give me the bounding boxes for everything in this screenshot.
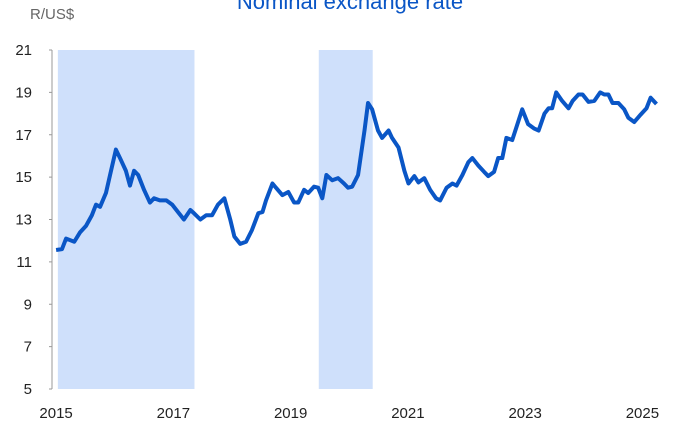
x-tick-label: 2023 <box>508 405 541 422</box>
y-tick-label: 11 <box>16 254 32 271</box>
x-tick-label: 2017 <box>157 405 190 422</box>
y-tick-label: 13 <box>15 212 32 229</box>
y-tick-label: 17 <box>15 127 32 144</box>
chart-title: Nominal exchange rate <box>237 0 463 14</box>
x-tick-label: 2021 <box>391 405 424 422</box>
y-tick-label: 19 <box>15 84 32 101</box>
x-tick-label: 2019 <box>274 405 307 422</box>
y-axis-label: R/US$ <box>30 6 75 23</box>
shaded-region <box>318 50 373 389</box>
y-tick-label: 15 <box>15 169 32 186</box>
shaded-region <box>57 50 195 389</box>
x-tick-label: 2025 <box>626 405 659 422</box>
y-tick-label: 9 <box>24 296 32 313</box>
y-tick-label: 5 <box>24 381 32 398</box>
y-tick-label: 21 <box>15 42 32 59</box>
x-tick-label: 2015 <box>39 405 72 422</box>
line <box>55 90 658 252</box>
y-tick-label: 7 <box>24 339 32 356</box>
